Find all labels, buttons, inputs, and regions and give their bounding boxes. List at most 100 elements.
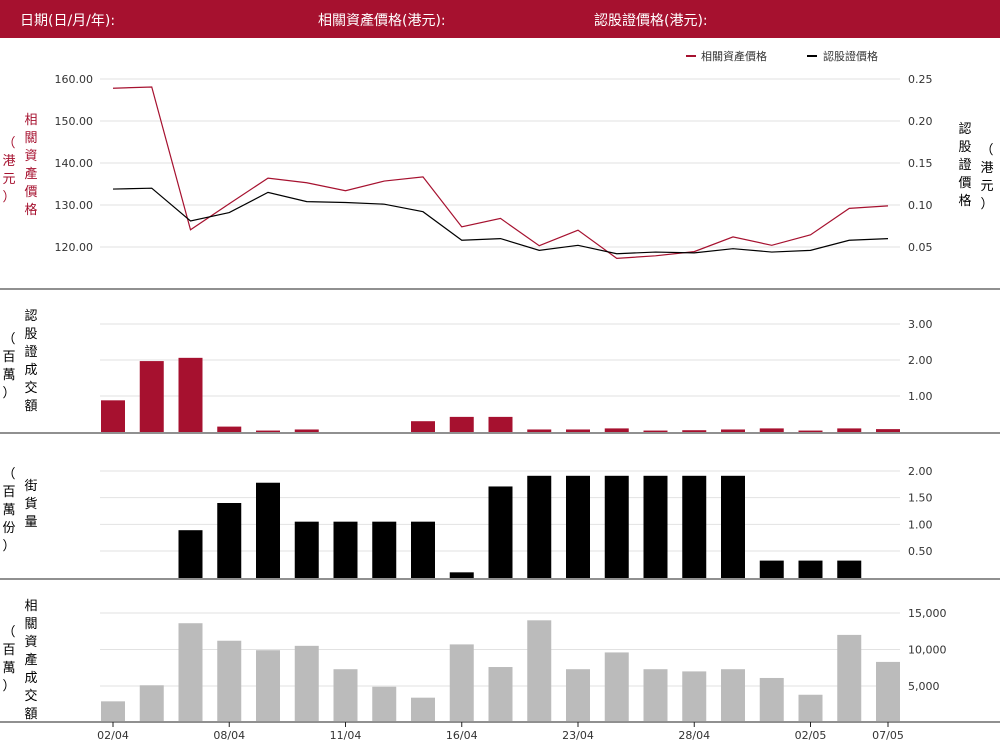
outstanding-bar [527,475,552,578]
right-axis-title-char: 價 [958,176,971,191]
warrant-turnover-axis-title-char: 股 [24,327,37,342]
chart-header: 日期(日/月/年): 相關資產價格(港元): 認股證價格(港元): [0,0,1000,38]
outstanding-axis-title-char: 量 [24,515,37,530]
right-axis-tick-label: 0.10 [908,199,933,212]
asset-turnover-tick-label: 15,000 [908,607,947,620]
warrant-turnover-bar [449,416,474,432]
asset-turnover-bar [256,650,280,721]
outstanding-bar [256,482,280,578]
right-axis-tick-label: 0.25 [908,73,933,86]
asset-turnover-axis-title-char: 產 [24,652,37,668]
warrant-price-label: 認股證價格(港元): [594,13,708,29]
outstanding-bar [798,560,823,578]
outstanding-bar [721,475,745,578]
asset-turnover-bar [876,661,900,721]
left-axis-tick-label: 120.00 [55,241,94,254]
warrant-turnover-axis-unit-char: 萬 [2,368,15,383]
warrant-turnover-bar [759,428,784,432]
asset-turnover-axis-title-char: 額 [24,707,37,722]
warrant-turnover-axis-unit-char: 百 [2,350,15,365]
outstanding-bar [178,530,203,578]
asset-turnover-bar [449,644,474,721]
asset-turnover-bar [178,623,203,721]
asset-turnover-bar [798,694,823,721]
asset-turnover-bar [682,671,707,721]
asset-turnover-bar [566,669,590,721]
asset-turnover-axis-title-char: 交 [24,688,37,704]
outstanding-bar [643,475,668,578]
warrant-turnover-bar [721,429,745,432]
asset-turnover-bar [333,669,358,721]
right-axis-title-char: 認 [958,121,971,137]
left-axis-title-char: 格 [24,202,37,218]
outstanding-tick-label: 2.00 [908,465,933,478]
left-axis-title-char: 關 [24,131,37,146]
asset-turnover-axis-title-char: 關 [24,617,37,632]
outstanding-tick-label: 0.50 [908,545,933,558]
outstanding-tick-label: 1.50 [908,492,933,505]
asset-turnover-bar [759,677,784,721]
outstanding-axis-title-char: 貨 [24,496,37,512]
outstanding-bar [217,503,242,578]
outstanding-bar [566,475,590,578]
outstanding-axis-unit-char: 百 [2,485,15,500]
warrant-turnover-bar [294,429,319,432]
warrant-turnover-bar [488,416,513,432]
x-axis-tick-label: 02/05 [795,729,827,742]
left-axis-title-char: 價 [24,185,37,200]
warrant-turnover-axis-unit-char: （ [2,332,15,347]
outstanding-bar [604,475,629,578]
asset-turnover-bar [101,701,125,721]
asset-turnover-bar [721,669,745,721]
warrant-turnover-tick-label: 3.00 [908,318,933,331]
asset-turnover-bar [643,669,668,721]
asset-turnover-axis-unit-char: （ [2,625,15,640]
left-axis-title-char: 產 [24,166,37,182]
warrant-turnover-bar [139,361,164,432]
x-axis-tick-label: 16/04 [446,729,478,742]
x-axis-tick-label: 02/04 [97,729,129,742]
outstanding-bar [294,521,319,578]
outstanding-bar [449,572,474,578]
outstanding-axis-unit-char: 份 [2,521,15,536]
right-axis-title-char: 格 [958,193,971,209]
left-axis-unit-char: 港 [2,154,15,169]
asset-turnover-bar [372,686,397,721]
x-axis-tick-label: 07/05 [872,729,904,742]
outstanding-axis-unit-char: （ [2,467,15,482]
warrant-turnover-axis-title-char: 證 [24,344,37,360]
warrant-turnover-bar [101,400,125,432]
outstanding-bar [759,560,784,578]
outstanding-axis-unit-char: 萬 [2,503,15,518]
warrant-turnover-axis-title-char: 額 [24,399,37,414]
warrant-turnover-bar [217,426,242,432]
asset-turnover-axis-unit-char: 百 [2,643,15,658]
asset-price-line [112,86,889,259]
asset-turnover-axis-title-char: 成 [24,671,37,686]
left-axis-tick-label: 160.00 [55,73,94,86]
x-axis-tick-label: 28/04 [678,729,710,742]
left-axis-tick-label: 140.00 [55,157,94,170]
x-axis-tick-label: 08/04 [213,729,245,742]
date-label: 日期(日/月/年): [20,13,116,29]
warrant-turnover-bar [643,430,668,432]
asset-turnover-axis-unit-char: 萬 [2,661,15,676]
warrant-turnover-bar [566,429,590,432]
asset-turnover-axis-title-char: 相 [24,599,37,614]
right-axis-title-char: 證 [958,157,971,173]
asset-turnover-bar [411,697,435,721]
asset-turnover-bar [139,685,164,721]
asset-turnover-bar [294,645,319,721]
outstanding-bar [411,521,435,578]
outstanding-bar [682,475,707,578]
right-axis-tick-label: 0.20 [908,115,933,128]
warrant-turnover-tick-label: 1.00 [908,390,933,403]
asset-turnover-bar [837,634,862,721]
right-axis-tick-label: 0.05 [908,241,933,254]
right-axis-tick-label: 0.15 [908,157,933,170]
asset-turnover-bar [527,620,552,721]
warrant-turnover-axis-title-char: 交 [24,380,37,396]
left-axis-tick-label: 150.00 [55,115,94,128]
x-axis-tick-label: 11/04 [330,729,362,742]
